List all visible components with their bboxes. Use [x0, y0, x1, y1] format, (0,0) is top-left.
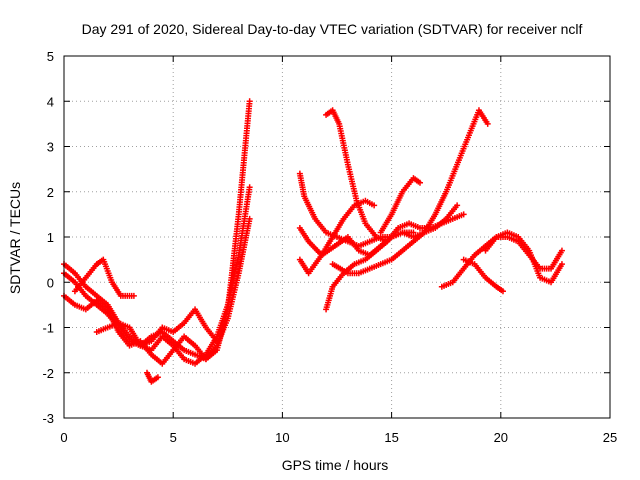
- x-axis-label: GPS time / hours: [282, 457, 389, 473]
- series-arc12: [329, 107, 491, 277]
- tick-labels: 0 5 10 15 20 25 -3 -2 -1 0 1 2 3 4 5: [42, 49, 617, 445]
- y-tick-label: 2: [47, 185, 54, 200]
- y-tick-label: -3: [42, 411, 54, 426]
- data-point: [154, 374, 161, 381]
- series-arc5: [93, 306, 220, 349]
- axes: [63, 55, 611, 419]
- y-tick-label: -2: [42, 366, 54, 381]
- y-tick-label: 1: [47, 230, 54, 245]
- data-point: [558, 261, 565, 268]
- series-arc4: [71, 256, 137, 299]
- series-arc13: [377, 175, 423, 236]
- y-tick-label: -1: [42, 321, 54, 336]
- series-arc16: [482, 229, 565, 286]
- x-tick-label: 15: [384, 430, 398, 445]
- data-point: [384, 238, 391, 245]
- x-tick-label: 20: [494, 430, 508, 445]
- y-tick-label: 0: [47, 275, 54, 290]
- data-point: [484, 120, 491, 127]
- data-points: [61, 98, 565, 385]
- series-arc9: [296, 197, 378, 277]
- y-tick-label: 5: [47, 49, 54, 64]
- chart-title: Day 291 of 2020, Sidereal Day-to-day VTE…: [82, 21, 583, 37]
- series-arc15: [460, 256, 506, 295]
- x-tick-label: 10: [275, 430, 289, 445]
- y-tick-label: 4: [47, 94, 54, 109]
- x-tick-label: 5: [170, 430, 177, 445]
- x-tick-label: 0: [60, 430, 67, 445]
- data-point: [246, 215, 253, 222]
- y-axis-label: SDTVAR / TECUs: [7, 182, 23, 294]
- series-arc6: [143, 369, 161, 385]
- data-point: [499, 288, 506, 295]
- data-point: [460, 211, 467, 218]
- data-point: [454, 202, 461, 209]
- data-point: [213, 338, 220, 345]
- data-point: [130, 292, 137, 299]
- data-point: [416, 179, 423, 186]
- y-tick-label: 3: [47, 140, 54, 155]
- series-arc3: [61, 215, 253, 367]
- data-point: [246, 98, 253, 105]
- series-arc10: [323, 211, 467, 313]
- series-arc11: [323, 107, 391, 245]
- data-point: [246, 184, 253, 191]
- x-tick-label: 25: [603, 430, 617, 445]
- data-point: [371, 202, 378, 209]
- data-point: [558, 247, 565, 254]
- series-arc14: [438, 234, 565, 290]
